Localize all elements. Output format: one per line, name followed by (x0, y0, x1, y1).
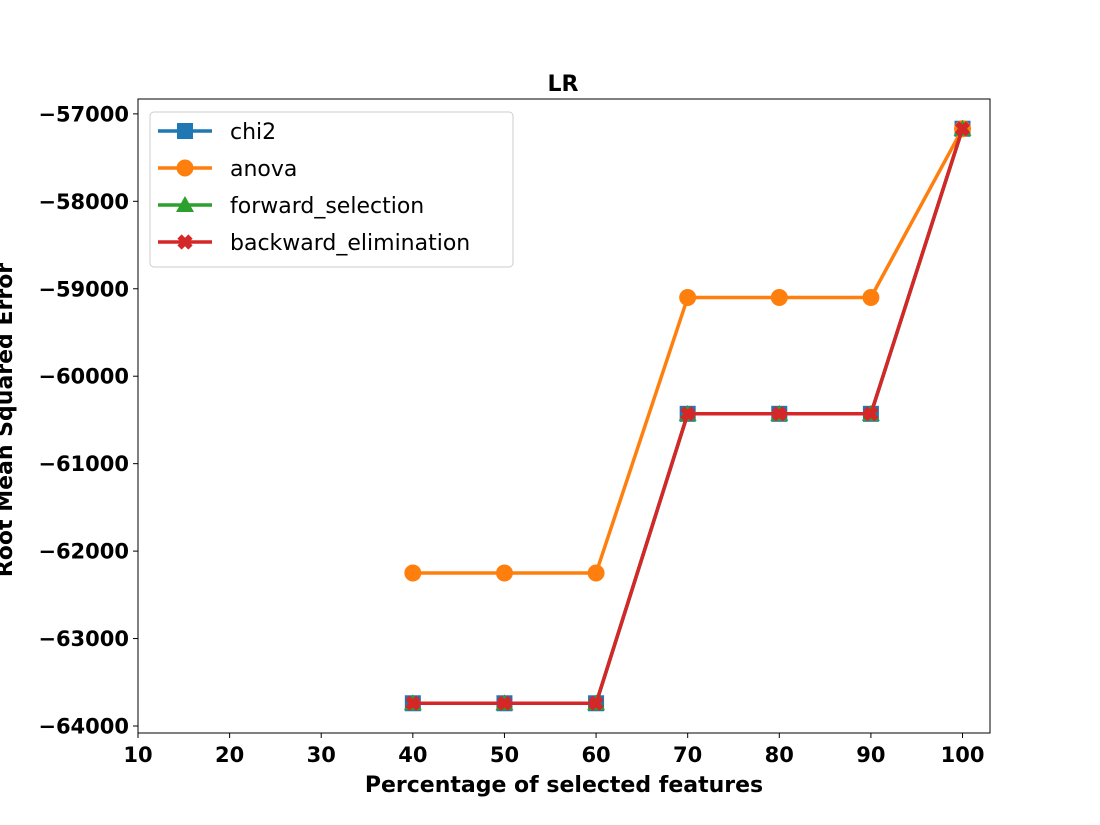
plot-frame (137, 98, 991, 734)
legend-label: forward_selection (230, 194, 424, 219)
legend: chi2 anova forward_selection backward_elimi… (149, 111, 514, 268)
y-axis: −57000 −58000 −59000 −60000 −61000 −62000 −630… (38, 102, 138, 739)
legend-marker (177, 234, 193, 250)
x-axis-label: Percentage of selected features (365, 773, 763, 798)
y-tick-label: −60000 (38, 365, 129, 389)
y-tick-label: −62000 (38, 540, 129, 564)
x-tick-label: 10 (123, 743, 152, 767)
data-point (770, 289, 788, 307)
x-tick-label: 100 (941, 743, 985, 767)
series-layer (403, 119, 972, 712)
data-point (495, 564, 513, 582)
data-point (496, 695, 513, 711)
data-point (771, 406, 787, 422)
y-tick-label: −63000 (38, 627, 129, 651)
y-axis-label: Root Mean Squared Error (0, 263, 18, 577)
data-point (679, 289, 697, 307)
x-tick-label: 60 (581, 743, 610, 767)
legend-label: chi2 (230, 120, 276, 145)
legend-item-forward-selection: forward_selection (158, 194, 424, 219)
legend-item-backward-elimination: backward_elimination (158, 231, 470, 256)
x-tick-label: 40 (398, 743, 427, 767)
y-tick-label: −58000 (38, 190, 129, 214)
y-tick-label: −61000 (38, 452, 129, 476)
x-tick-label: 80 (765, 743, 794, 767)
legend-marker (176, 159, 194, 177)
y-tick-label: −64000 (38, 715, 129, 739)
legend-label: backward_elimination (230, 231, 470, 256)
series-anova (404, 120, 972, 582)
data-point (405, 695, 421, 711)
y-tick-label: −57000 (38, 102, 129, 126)
data-point (404, 564, 422, 582)
legend-box (149, 111, 514, 268)
data-point (587, 564, 605, 582)
data-point (680, 406, 696, 422)
data-point (588, 695, 604, 711)
legend-label: anova (230, 157, 297, 182)
legend-marker (177, 123, 193, 139)
legend-item-chi2: chi2 (158, 120, 276, 145)
chart-title: LR (548, 72, 579, 97)
x-tick-label: 30 (307, 743, 336, 767)
y-tick-label: −59000 (38, 277, 129, 301)
x-tick-label: 50 (490, 743, 519, 767)
series-backward-elimination (405, 121, 971, 711)
x-tick-label: 20 (215, 743, 244, 767)
data-point (863, 406, 879, 422)
x-axis: 10 20 30 40 50 60 70 80 90 100 (123, 733, 984, 767)
legend-item-anova: anova (158, 157, 297, 182)
x-tick-label: 70 (673, 743, 702, 767)
data-point (862, 289, 880, 307)
legend-marker (176, 196, 194, 212)
x-tick-label: 90 (856, 743, 885, 767)
data-point (954, 121, 971, 137)
